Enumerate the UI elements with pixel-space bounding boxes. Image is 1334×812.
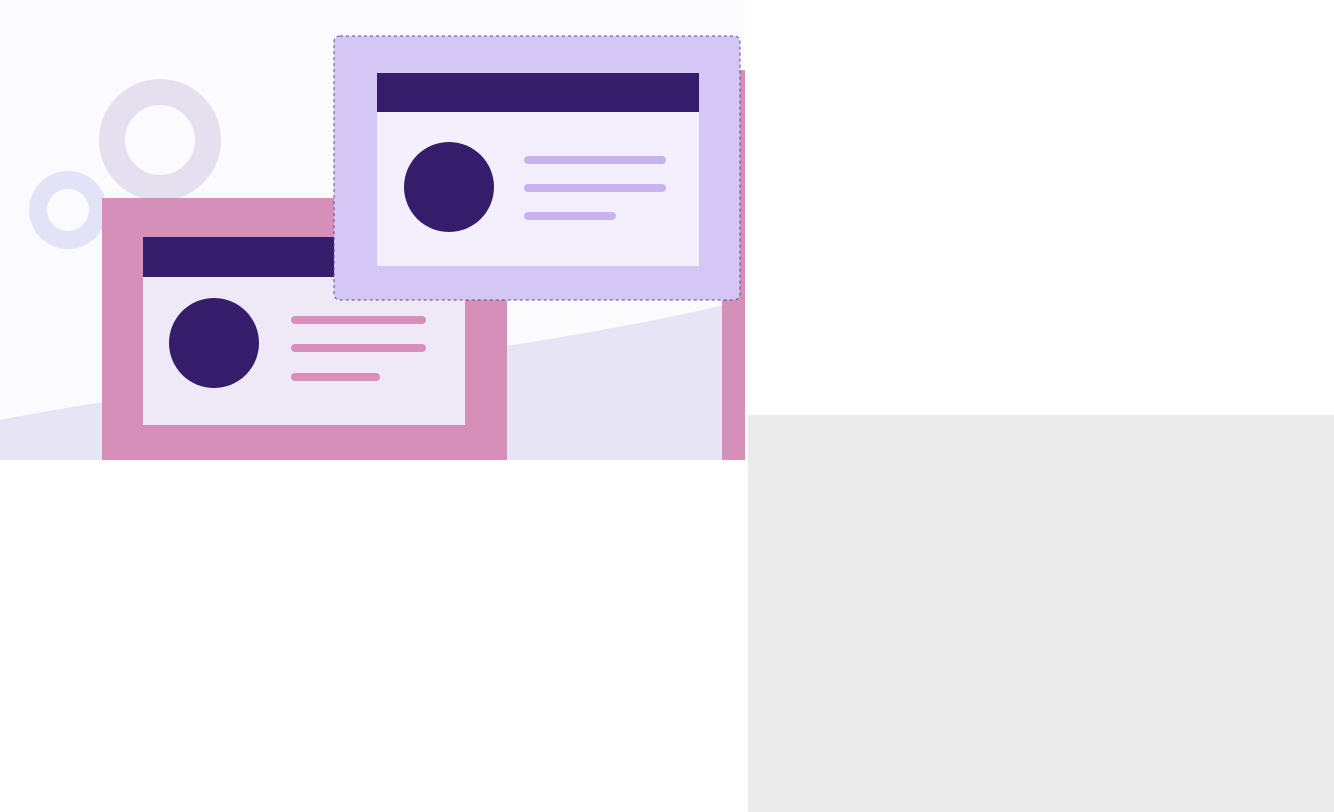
badge-b	[404, 142, 494, 232]
scatter-panel	[748, 415, 1334, 812]
gear	[29, 171, 107, 249]
card-a-lines	[291, 316, 426, 381]
gear	[99, 79, 221, 201]
badge-a	[169, 298, 259, 388]
card-b-bar	[377, 73, 699, 112]
card-b-lines	[524, 156, 666, 220]
illustration	[0, 0, 745, 460]
